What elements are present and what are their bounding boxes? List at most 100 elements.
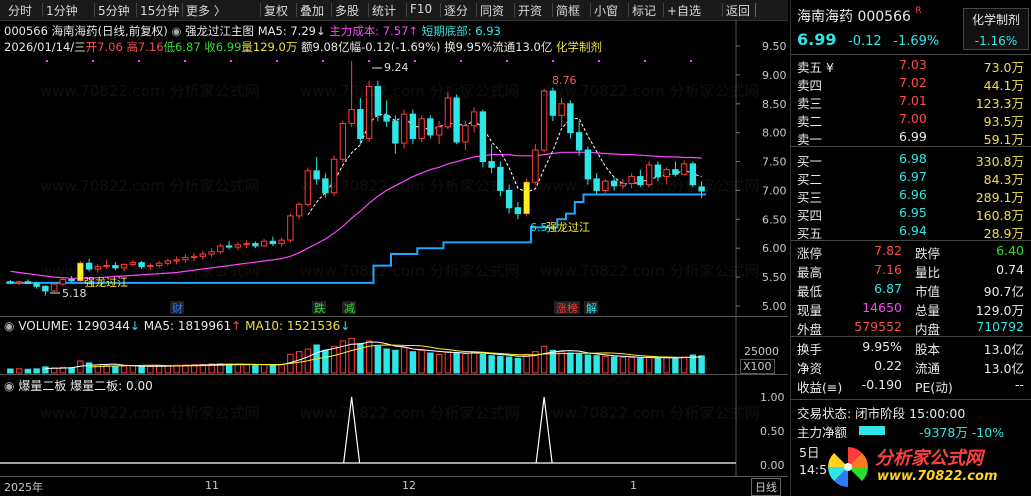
bid-row[interactable]: 买三 6.96 289.1万 bbox=[791, 186, 1031, 205]
candle-body bbox=[147, 265, 154, 268]
r-badge: R bbox=[915, 6, 922, 16]
candle-body bbox=[645, 164, 653, 186]
toolbar-tab-17[interactable]: 返回 bbox=[726, 4, 751, 18]
candle-body bbox=[488, 161, 495, 168]
toolbar-tab-2[interactable]: 5分钟 bbox=[98, 4, 130, 18]
candle bbox=[208, 248, 215, 258]
kline-chart[interactable]: 9.50 9.00 8.50 8.00 7.50 7.00 6.50 6.00 5.50 5.00… bbox=[0, 20, 788, 316]
candle bbox=[7, 280, 14, 285]
toolbar-tab-15[interactable]: 标记 bbox=[632, 4, 657, 18]
candle bbox=[234, 242, 242, 251]
toolbar-tab-8[interactable]: 统计 bbox=[372, 4, 397, 18]
bid-row[interactable]: 买二 6.97 84.3万 bbox=[791, 168, 1031, 187]
candle bbox=[243, 240, 250, 249]
event-label: 减 bbox=[344, 302, 355, 315]
bar-close: 收6.99 bbox=[204, 40, 242, 54]
time-label-12: 12 bbox=[402, 479, 416, 492]
toolbar-tab-10[interactable]: 逐分 bbox=[444, 4, 469, 18]
bar-date: 2026/01/14/三 bbox=[4, 40, 86, 54]
candle-body bbox=[453, 97, 460, 143]
volume-bar bbox=[523, 353, 530, 374]
stat-label: 总量 bbox=[915, 303, 941, 318]
candle-body bbox=[182, 256, 189, 261]
five-day-label[interactable]: 5日 bbox=[799, 445, 820, 460]
level-volume: 28.9万 bbox=[983, 226, 1024, 241]
baoliang-panel[interactable]: ◉ 爆量二板 爆量二板: 0.00 1.00 0.50 0.00 bbox=[0, 374, 788, 477]
quote-stats: 涨停 7.82 跌停 6.40 最高 7.16 量比 0.74 最低 6.87 市值 90.7亿 现量 1… bbox=[791, 241, 1031, 341]
stat-value: 9.95% bbox=[862, 339, 902, 354]
toolbar-tab-12[interactable]: 开资 bbox=[518, 4, 543, 18]
toolbar-tab-0[interactable]: 分时 bbox=[8, 4, 33, 18]
toolbar-tab-6[interactable]: 叠加 bbox=[300, 4, 325, 18]
industry-change: -1.16% bbox=[974, 34, 1018, 48]
stat-label: 外盘 bbox=[797, 322, 823, 337]
indicator-name[interactable]: 强龙过江主图 bbox=[185, 24, 255, 38]
volume-ma5: MA5: 1819961 bbox=[143, 319, 232, 333]
candle-body bbox=[540, 90, 548, 151]
candle bbox=[120, 263, 128, 272]
baoliang-settings-icon[interactable]: ◉ bbox=[4, 379, 15, 393]
volume-bar bbox=[558, 351, 565, 374]
candle bbox=[147, 263, 154, 271]
price-tick-label: 6.50 bbox=[762, 213, 787, 226]
industry-box[interactable]: 化学制剂 -1.16% bbox=[963, 8, 1029, 50]
bid-row[interactable]: 买五 6.94 28.9万 bbox=[791, 222, 1031, 241]
ask-row[interactable]: 卖二 7.00 93.5万 bbox=[791, 110, 1031, 129]
ask-row[interactable]: 卖五 ¥ 7.03 73.0万 bbox=[791, 56, 1031, 75]
candle bbox=[567, 100, 574, 139]
stat-row: 涨停 7.82 跌停 6.40 bbox=[791, 242, 1031, 261]
toolbar-tab-1[interactable]: 1分钟 bbox=[46, 4, 78, 18]
toolbar-tab-7[interactable]: 多股 bbox=[335, 4, 360, 18]
toolbar-tab-11[interactable]: 同资 bbox=[480, 4, 505, 18]
candle-body bbox=[103, 265, 110, 268]
kline-panel[interactable]: 000566 海南海药(日线,前复权) ◉ 强龙过江主图 MA5: 7.29↓ … bbox=[0, 20, 788, 316]
toolbar-tab-4[interactable]: 更多 〉 bbox=[186, 4, 226, 18]
period-selector[interactable]: 日线 bbox=[751, 478, 781, 496]
level-label: 卖一 bbox=[797, 132, 823, 147]
toolbar-tab-3[interactable]: 15分钟 bbox=[140, 4, 180, 18]
bar-info: 2026/01/14/三开7.06 高7.16低6.87 收6.99量129.0… bbox=[4, 39, 602, 55]
toolbar-tab-5[interactable]: 复权 bbox=[264, 4, 289, 18]
volume-bar bbox=[15, 368, 23, 374]
event-bg bbox=[170, 301, 184, 314]
volume-bar bbox=[269, 364, 277, 374]
ask-row[interactable]: 卖一 6.99 59.1万 bbox=[791, 128, 1031, 147]
volume-bar bbox=[488, 355, 495, 374]
toolbar-tab-9[interactable]: F10 bbox=[410, 2, 433, 16]
level-label: 卖三 bbox=[797, 96, 823, 111]
indicator-icon[interactable]: ◉ bbox=[171, 24, 182, 38]
volume-settings-icon[interactable]: ◉ bbox=[4, 319, 15, 333]
volume-panel[interactable]: ◉ VOLUME: 1290344↓ MA5: 1819961↑ MA10: 1… bbox=[0, 316, 788, 375]
ask-row[interactable]: 卖三 7.01 123.3万 bbox=[791, 92, 1031, 111]
bid-row[interactable]: 买一 6.98 330.8万 bbox=[791, 150, 1031, 169]
candle bbox=[225, 241, 233, 250]
price-tick-label: 5.50 bbox=[762, 271, 787, 284]
volume-bar bbox=[234, 363, 242, 374]
watermark-text: www.70822.com 分析家公式网 bbox=[40, 82, 260, 100]
main-cost-label: 主力成本: 7.57 bbox=[329, 24, 409, 38]
quote-title: 海南海药 000566 R bbox=[797, 6, 922, 26]
volume-bar bbox=[260, 364, 268, 374]
candle-body bbox=[348, 109, 355, 124]
candle-body bbox=[190, 255, 198, 258]
marker-dot bbox=[598, 60, 600, 62]
level-price: 6.98 bbox=[899, 151, 927, 166]
toolbar-tab-16[interactable]: +自选 bbox=[667, 4, 702, 18]
toolbar-tab-14[interactable]: 小窗 bbox=[594, 4, 619, 18]
bid-row[interactable]: 买四 6.95 160.8万 bbox=[791, 204, 1031, 223]
baoliang-axis-1: 1.00 bbox=[760, 391, 785, 404]
stat-label: 换手 bbox=[797, 342, 823, 357]
candle bbox=[295, 202, 303, 220]
ask-row[interactable]: 卖四 7.02 44.1万 bbox=[791, 74, 1031, 93]
candle bbox=[645, 161, 653, 187]
time-label-2025: 2025年 bbox=[4, 481, 43, 494]
level-volume: 44.1万 bbox=[983, 78, 1024, 93]
level-price: 7.02 bbox=[899, 75, 927, 90]
candle-body bbox=[15, 281, 23, 284]
candle bbox=[304, 167, 312, 207]
quote-price-row: 6.99 -0.12 -1.69% bbox=[797, 30, 939, 49]
volume-bar bbox=[689, 354, 697, 374]
watermark-text: www.70822.com 分析家公式网 bbox=[540, 404, 760, 422]
toolbar-tab-13[interactable]: 简框 bbox=[556, 4, 581, 18]
volume-ma10: MA10: 1521536 bbox=[245, 319, 341, 333]
